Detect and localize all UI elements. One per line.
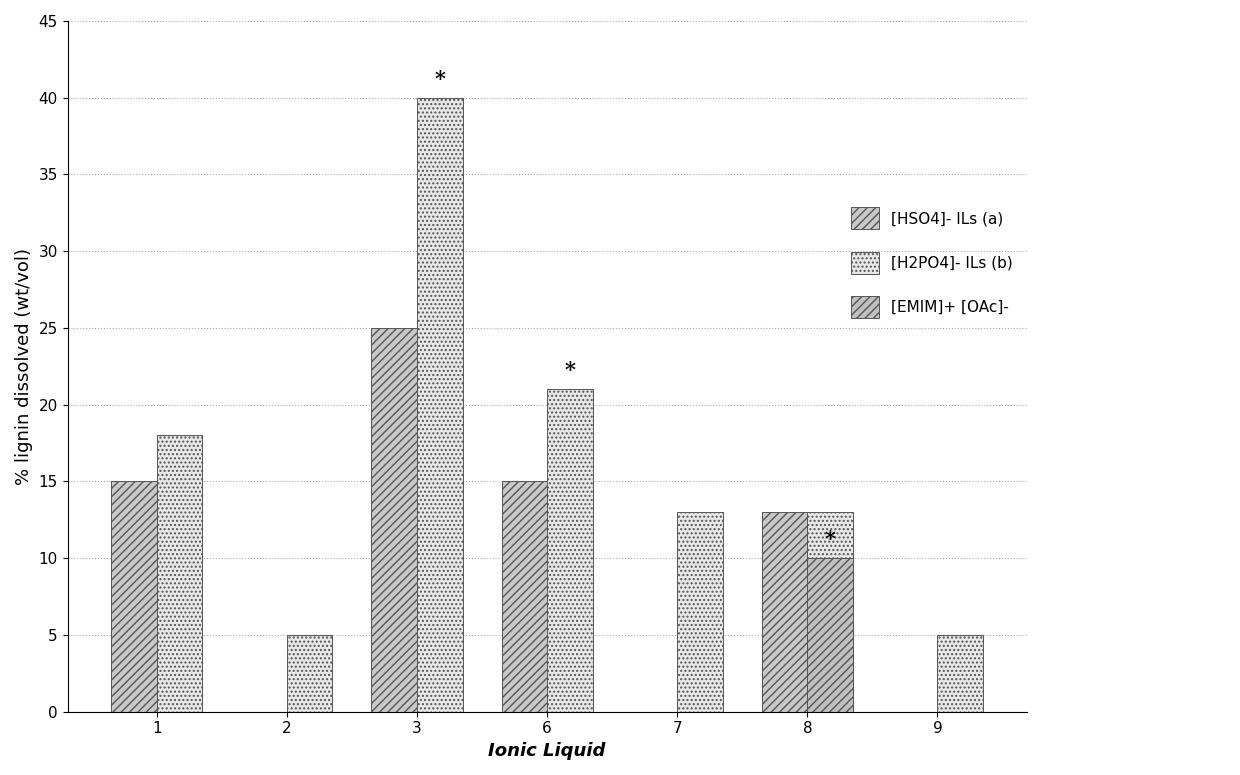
Bar	[156, 436, 202, 711]
Bar	[547, 389, 593, 711]
X-axis label: Ionic Liquid: Ionic Liquid	[489, 742, 606, 760]
Bar	[807, 558, 853, 711]
Legend: [HSO4]- ILs (a), [H2PO4]- ILs (b), [EMIM]+ [OAc]-: [HSO4]- ILs (a), [H2PO4]- ILs (b), [EMIM…	[846, 202, 1019, 324]
Bar	[807, 512, 853, 711]
Bar	[761, 512, 807, 711]
Bar	[286, 635, 332, 711]
Bar	[937, 635, 983, 711]
Text: *: *	[564, 360, 575, 381]
Bar	[112, 481, 156, 711]
Y-axis label: % lignin dissolved (wt/vol): % lignin dissolved (wt/vol)	[15, 248, 33, 485]
Bar	[372, 328, 417, 711]
Bar	[502, 481, 547, 711]
Text: *: *	[825, 529, 836, 549]
Bar	[417, 98, 463, 711]
Text: *: *	[434, 68, 445, 88]
Bar	[677, 512, 723, 711]
